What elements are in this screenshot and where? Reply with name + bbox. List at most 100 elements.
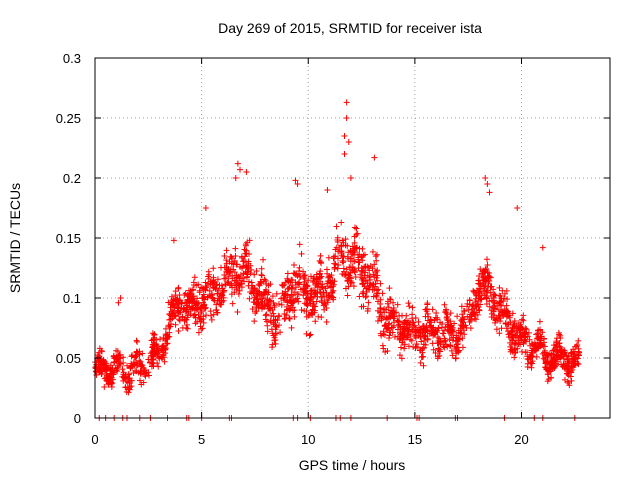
data-point	[225, 278, 232, 285]
data-point	[533, 331, 540, 338]
data-point	[394, 301, 401, 308]
data-point	[172, 321, 179, 328]
data-point	[438, 324, 445, 331]
data-point	[184, 314, 191, 321]
data-point	[303, 330, 310, 337]
data-point	[388, 324, 395, 331]
data-point	[548, 355, 555, 362]
data-point	[154, 360, 161, 367]
data-point	[321, 306, 328, 313]
data-point	[263, 311, 270, 318]
data-point	[508, 331, 515, 338]
data-point	[190, 282, 197, 289]
data-point	[492, 317, 499, 324]
data-point	[232, 245, 239, 252]
data-point	[226, 269, 233, 276]
data-point	[459, 311, 466, 318]
data-point	[202, 205, 209, 211]
data-point	[167, 323, 174, 330]
data-point	[482, 175, 489, 181]
data-point	[409, 304, 416, 311]
data-point	[424, 310, 431, 317]
data-point	[448, 347, 455, 354]
data-point	[250, 298, 257, 305]
data-point	[195, 329, 202, 336]
data-point	[390, 299, 397, 306]
data-point	[482, 282, 489, 289]
data-point	[341, 133, 348, 139]
data-point	[354, 230, 361, 237]
data-point	[275, 312, 282, 319]
data-point	[413, 340, 420, 347]
data-point	[514, 205, 521, 211]
data-point	[322, 285, 329, 292]
data-point	[554, 342, 561, 349]
data-point	[235, 290, 242, 297]
data-point	[460, 307, 467, 314]
data-point	[386, 329, 393, 336]
data-point	[98, 348, 105, 355]
data-point	[331, 264, 338, 271]
data-point	[262, 295, 269, 302]
data-point	[215, 287, 222, 294]
data-point	[347, 269, 354, 276]
data-point	[366, 267, 373, 274]
data-point	[198, 316, 205, 323]
data-point	[95, 354, 102, 361]
data-point	[382, 321, 389, 328]
data-point	[483, 265, 490, 272]
data-point	[250, 289, 257, 296]
data-point	[271, 302, 278, 309]
data-point	[166, 311, 173, 318]
data-point	[480, 276, 487, 283]
data-point	[295, 279, 302, 286]
data-point	[292, 296, 299, 303]
x-ticks: 0 5 10 15 20	[91, 58, 529, 447]
data-point	[572, 343, 579, 350]
data-point	[117, 295, 124, 301]
data-point	[253, 293, 260, 300]
data-point	[497, 318, 504, 325]
data-point	[252, 309, 259, 316]
data-point	[417, 333, 424, 340]
x-tick-label: 10	[301, 432, 315, 447]
data-point	[496, 299, 503, 306]
data-point	[119, 366, 126, 373]
data-point	[188, 296, 195, 303]
data-point	[403, 312, 410, 319]
data-point	[271, 334, 278, 341]
data-point	[273, 290, 280, 297]
data-point	[239, 275, 246, 282]
data-point	[526, 336, 533, 343]
data-point	[133, 348, 140, 355]
data-point	[553, 356, 560, 363]
data-point	[471, 309, 478, 316]
data-point	[317, 252, 324, 259]
data-point	[175, 310, 182, 317]
data-point	[125, 375, 132, 382]
data-point	[423, 306, 430, 313]
data-point	[434, 355, 441, 362]
data-point	[233, 272, 240, 279]
data-point	[528, 347, 535, 354]
data-point	[459, 318, 466, 325]
data-point	[564, 378, 571, 385]
data-point	[92, 365, 99, 372]
data-point	[455, 327, 462, 334]
data-point	[479, 268, 486, 275]
data-point	[275, 300, 282, 307]
data-point	[327, 284, 334, 291]
data-point	[548, 374, 555, 381]
data-point	[149, 360, 156, 367]
data-point	[396, 321, 403, 328]
data-point	[558, 348, 565, 355]
data-point	[146, 372, 153, 379]
data-point	[459, 323, 466, 330]
data-point	[106, 376, 113, 383]
data-point	[415, 318, 422, 325]
data-point	[272, 317, 279, 324]
data-points	[92, 99, 583, 421]
data-point	[360, 252, 367, 259]
data-point	[536, 318, 543, 325]
data-point	[286, 284, 293, 291]
